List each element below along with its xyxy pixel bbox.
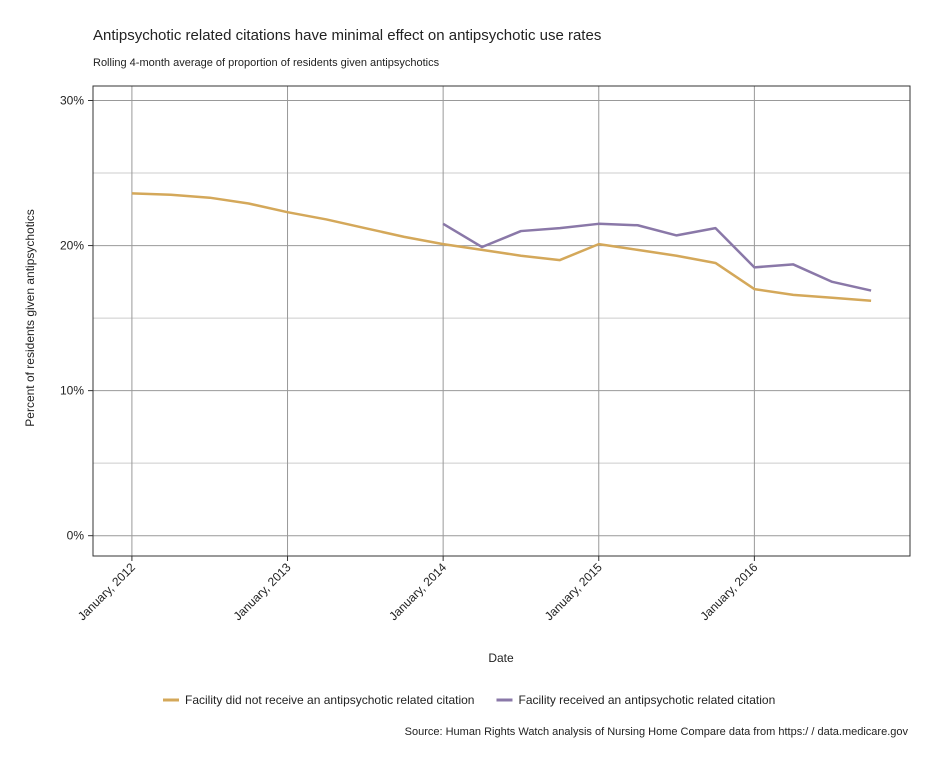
y-tick-label: 0% xyxy=(67,529,85,543)
chart-subtitle: Rolling 4-month average of proportion of… xyxy=(93,57,440,69)
plot-frame xyxy=(92,85,911,557)
series-line xyxy=(131,192,872,302)
y-axis-title: Percent of residents given antipsychotic… xyxy=(23,209,37,426)
x-tick-label: January, 2015 xyxy=(542,560,605,623)
legend-label: Facility received an antipsychotic relat… xyxy=(518,693,775,707)
legend-label: Facility did not receive an antipsychoti… xyxy=(185,693,474,707)
x-tick-label: January, 2013 xyxy=(231,560,294,623)
x-tick-label: January, 2014 xyxy=(386,560,449,623)
source-note: Source: Human Rights Watch analysis of N… xyxy=(405,726,909,738)
chart-title: Antipsychotic related citations have min… xyxy=(93,27,601,44)
x-tick-label: January, 2016 xyxy=(697,560,760,623)
y-tick-label: 30% xyxy=(60,94,84,108)
series-line xyxy=(442,222,872,292)
x-tick-label: January, 2012 xyxy=(75,560,138,623)
y-tick-label: 10% xyxy=(60,384,84,398)
y-tick-label: 20% xyxy=(60,239,84,253)
x-axis-title: Date xyxy=(488,651,514,665)
